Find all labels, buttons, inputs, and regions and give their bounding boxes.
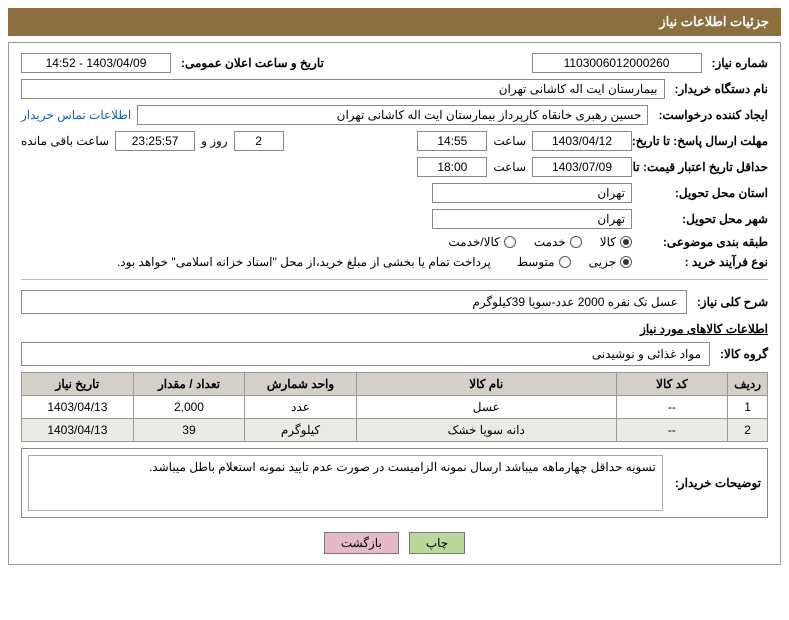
table-cell: عدد bbox=[245, 396, 357, 419]
back-button[interactable]: بازگشت bbox=[324, 532, 399, 554]
table-cell: عسل bbox=[356, 396, 616, 419]
city-label: شهر محل تحویل: bbox=[638, 212, 768, 226]
purchase-type-radio-group: جزیی متوسط bbox=[517, 255, 632, 269]
table-cell: -- bbox=[616, 396, 727, 419]
table-cell: دانه سویا خشک bbox=[356, 419, 616, 442]
purchase-type-option-1[interactable]: متوسط bbox=[517, 255, 571, 269]
print-button[interactable]: چاپ bbox=[409, 532, 465, 554]
group-value: مواد غذائی و نوشیدنی bbox=[21, 342, 710, 366]
radio-label: متوسط bbox=[517, 255, 555, 269]
radio-icon bbox=[620, 236, 632, 248]
radio-label: کالا bbox=[600, 235, 616, 249]
table-row: 2--دانه سویا خشککیلوگرم391403/04/13 bbox=[22, 419, 768, 442]
table-body: 1--عسلعدد2,0001403/04/132--دانه سویا خشک… bbox=[22, 396, 768, 442]
category-radio-group: کالا خدمت کالا/خدمت bbox=[448, 235, 632, 249]
table-header-cell: کد کالا bbox=[616, 373, 727, 396]
deadline-days: 2 bbox=[234, 131, 284, 151]
category-option-1[interactable]: خدمت bbox=[534, 235, 582, 249]
summary-value: عسل تک نفره 2000 عدد-سویا 39کیلوگرم bbox=[21, 290, 687, 314]
goods-table: ردیفکد کالانام کالاواحد شمارشتعداد / مقد… bbox=[21, 372, 768, 442]
radio-icon bbox=[620, 256, 632, 268]
table-header-cell: تاریخ نیاز bbox=[22, 373, 134, 396]
table-cell: کیلوگرم bbox=[245, 419, 357, 442]
radio-icon bbox=[570, 236, 582, 248]
group-label: گروه کالا: bbox=[716, 347, 768, 361]
table-cell: 39 bbox=[133, 419, 245, 442]
deadline-date: 1403/04/12 bbox=[532, 131, 632, 151]
panel-title: جزئیات اطلاعات نیاز bbox=[659, 14, 769, 29]
table-header-cell: نام کالا bbox=[356, 373, 616, 396]
table-cell: 1 bbox=[728, 396, 768, 419]
requester-label: ایجاد کننده درخواست: bbox=[654, 108, 768, 122]
radio-icon bbox=[504, 236, 516, 248]
separator bbox=[21, 279, 768, 280]
table-header-cell: ردیف bbox=[728, 373, 768, 396]
panel-header: جزئیات اطلاعات نیاز bbox=[8, 8, 781, 36]
buyer-value: بیمارستان ایت اله کاشانی تهران bbox=[21, 79, 665, 99]
purchase-type-label: نوع فرآیند خرید : bbox=[638, 255, 768, 269]
deadline-time: 14:55 bbox=[417, 131, 487, 151]
deadline-days-label: روز و bbox=[201, 134, 228, 148]
announce-value: 1403/04/09 - 14:52 bbox=[21, 53, 171, 73]
validity-time-label: ساعت bbox=[493, 160, 526, 174]
deadline-time-label: ساعت bbox=[493, 134, 526, 148]
table-cell: -- bbox=[616, 419, 727, 442]
province-value: تهران bbox=[432, 183, 632, 203]
notes-label: توضیحات خریدار: bbox=[671, 476, 761, 490]
radio-label: خدمت bbox=[534, 235, 566, 249]
buyer-label: نام دستگاه خریدار: bbox=[671, 82, 769, 96]
notes-value: تسویه حداقل چهارماهه میباشد ارسال نمونه … bbox=[28, 455, 663, 511]
deadline-label: مهلت ارسال پاسخ: تا تاریخ: bbox=[638, 134, 768, 148]
table-row: 1--عسلعدد2,0001403/04/13 bbox=[22, 396, 768, 419]
announce-label: تاریخ و ساعت اعلان عمومی: bbox=[177, 56, 324, 70]
radio-label: جزیی bbox=[589, 255, 616, 269]
need-number-value: 1103006012000260 bbox=[532, 53, 702, 73]
category-option-0[interactable]: کالا bbox=[600, 235, 632, 249]
content-panel: شماره نیاز: 1103006012000260 تاریخ و ساع… bbox=[8, 42, 781, 565]
province-label: استان محل تحویل: bbox=[638, 186, 768, 200]
purchase-type-option-0[interactable]: جزیی bbox=[589, 255, 632, 269]
category-option-2[interactable]: کالا/خدمت bbox=[448, 235, 515, 249]
deadline-remain: 23:25:57 bbox=[115, 131, 195, 151]
category-label: طبقه بندی موضوعی: bbox=[638, 235, 768, 249]
table-header-cell: تعداد / مقدار bbox=[133, 373, 245, 396]
requester-value: حسین رهبری خانقاه کارپرداز بیمارستان ایت… bbox=[137, 105, 648, 125]
purchase-type-note: پرداخت تمام یا بخشی از مبلغ خرید،از محل … bbox=[117, 255, 491, 269]
need-number-label: شماره نیاز: bbox=[708, 56, 768, 70]
table-cell: 1403/04/13 bbox=[22, 419, 134, 442]
radio-icon bbox=[559, 256, 571, 268]
radio-label: کالا/خدمت bbox=[448, 235, 499, 249]
validity-label: حداقل تاریخ اعتبار قیمت: تا تاریخ: bbox=[638, 160, 768, 174]
validity-time: 18:00 bbox=[417, 157, 487, 177]
validity-date: 1403/07/09 bbox=[532, 157, 632, 177]
city-value: تهران bbox=[432, 209, 632, 229]
table-header-row: ردیفکد کالانام کالاواحد شمارشتعداد / مقد… bbox=[22, 373, 768, 396]
button-row: چاپ بازگشت bbox=[21, 532, 768, 554]
table-cell: 2,000 bbox=[133, 396, 245, 419]
table-cell: 1403/04/13 bbox=[22, 396, 134, 419]
deadline-remain-label: ساعت باقی مانده bbox=[21, 134, 109, 148]
notes-area: توضیحات خریدار: تسویه حداقل چهارماهه میب… bbox=[21, 448, 768, 518]
table-header-cell: واحد شمارش bbox=[245, 373, 357, 396]
table-cell: 2 bbox=[728, 419, 768, 442]
goods-section-title: اطلاعات کالاهای مورد نیاز bbox=[21, 322, 768, 336]
contact-link[interactable]: اطلاعات تماس خریدار bbox=[21, 108, 131, 122]
summary-label: شرح کلی نیاز: bbox=[693, 295, 768, 309]
